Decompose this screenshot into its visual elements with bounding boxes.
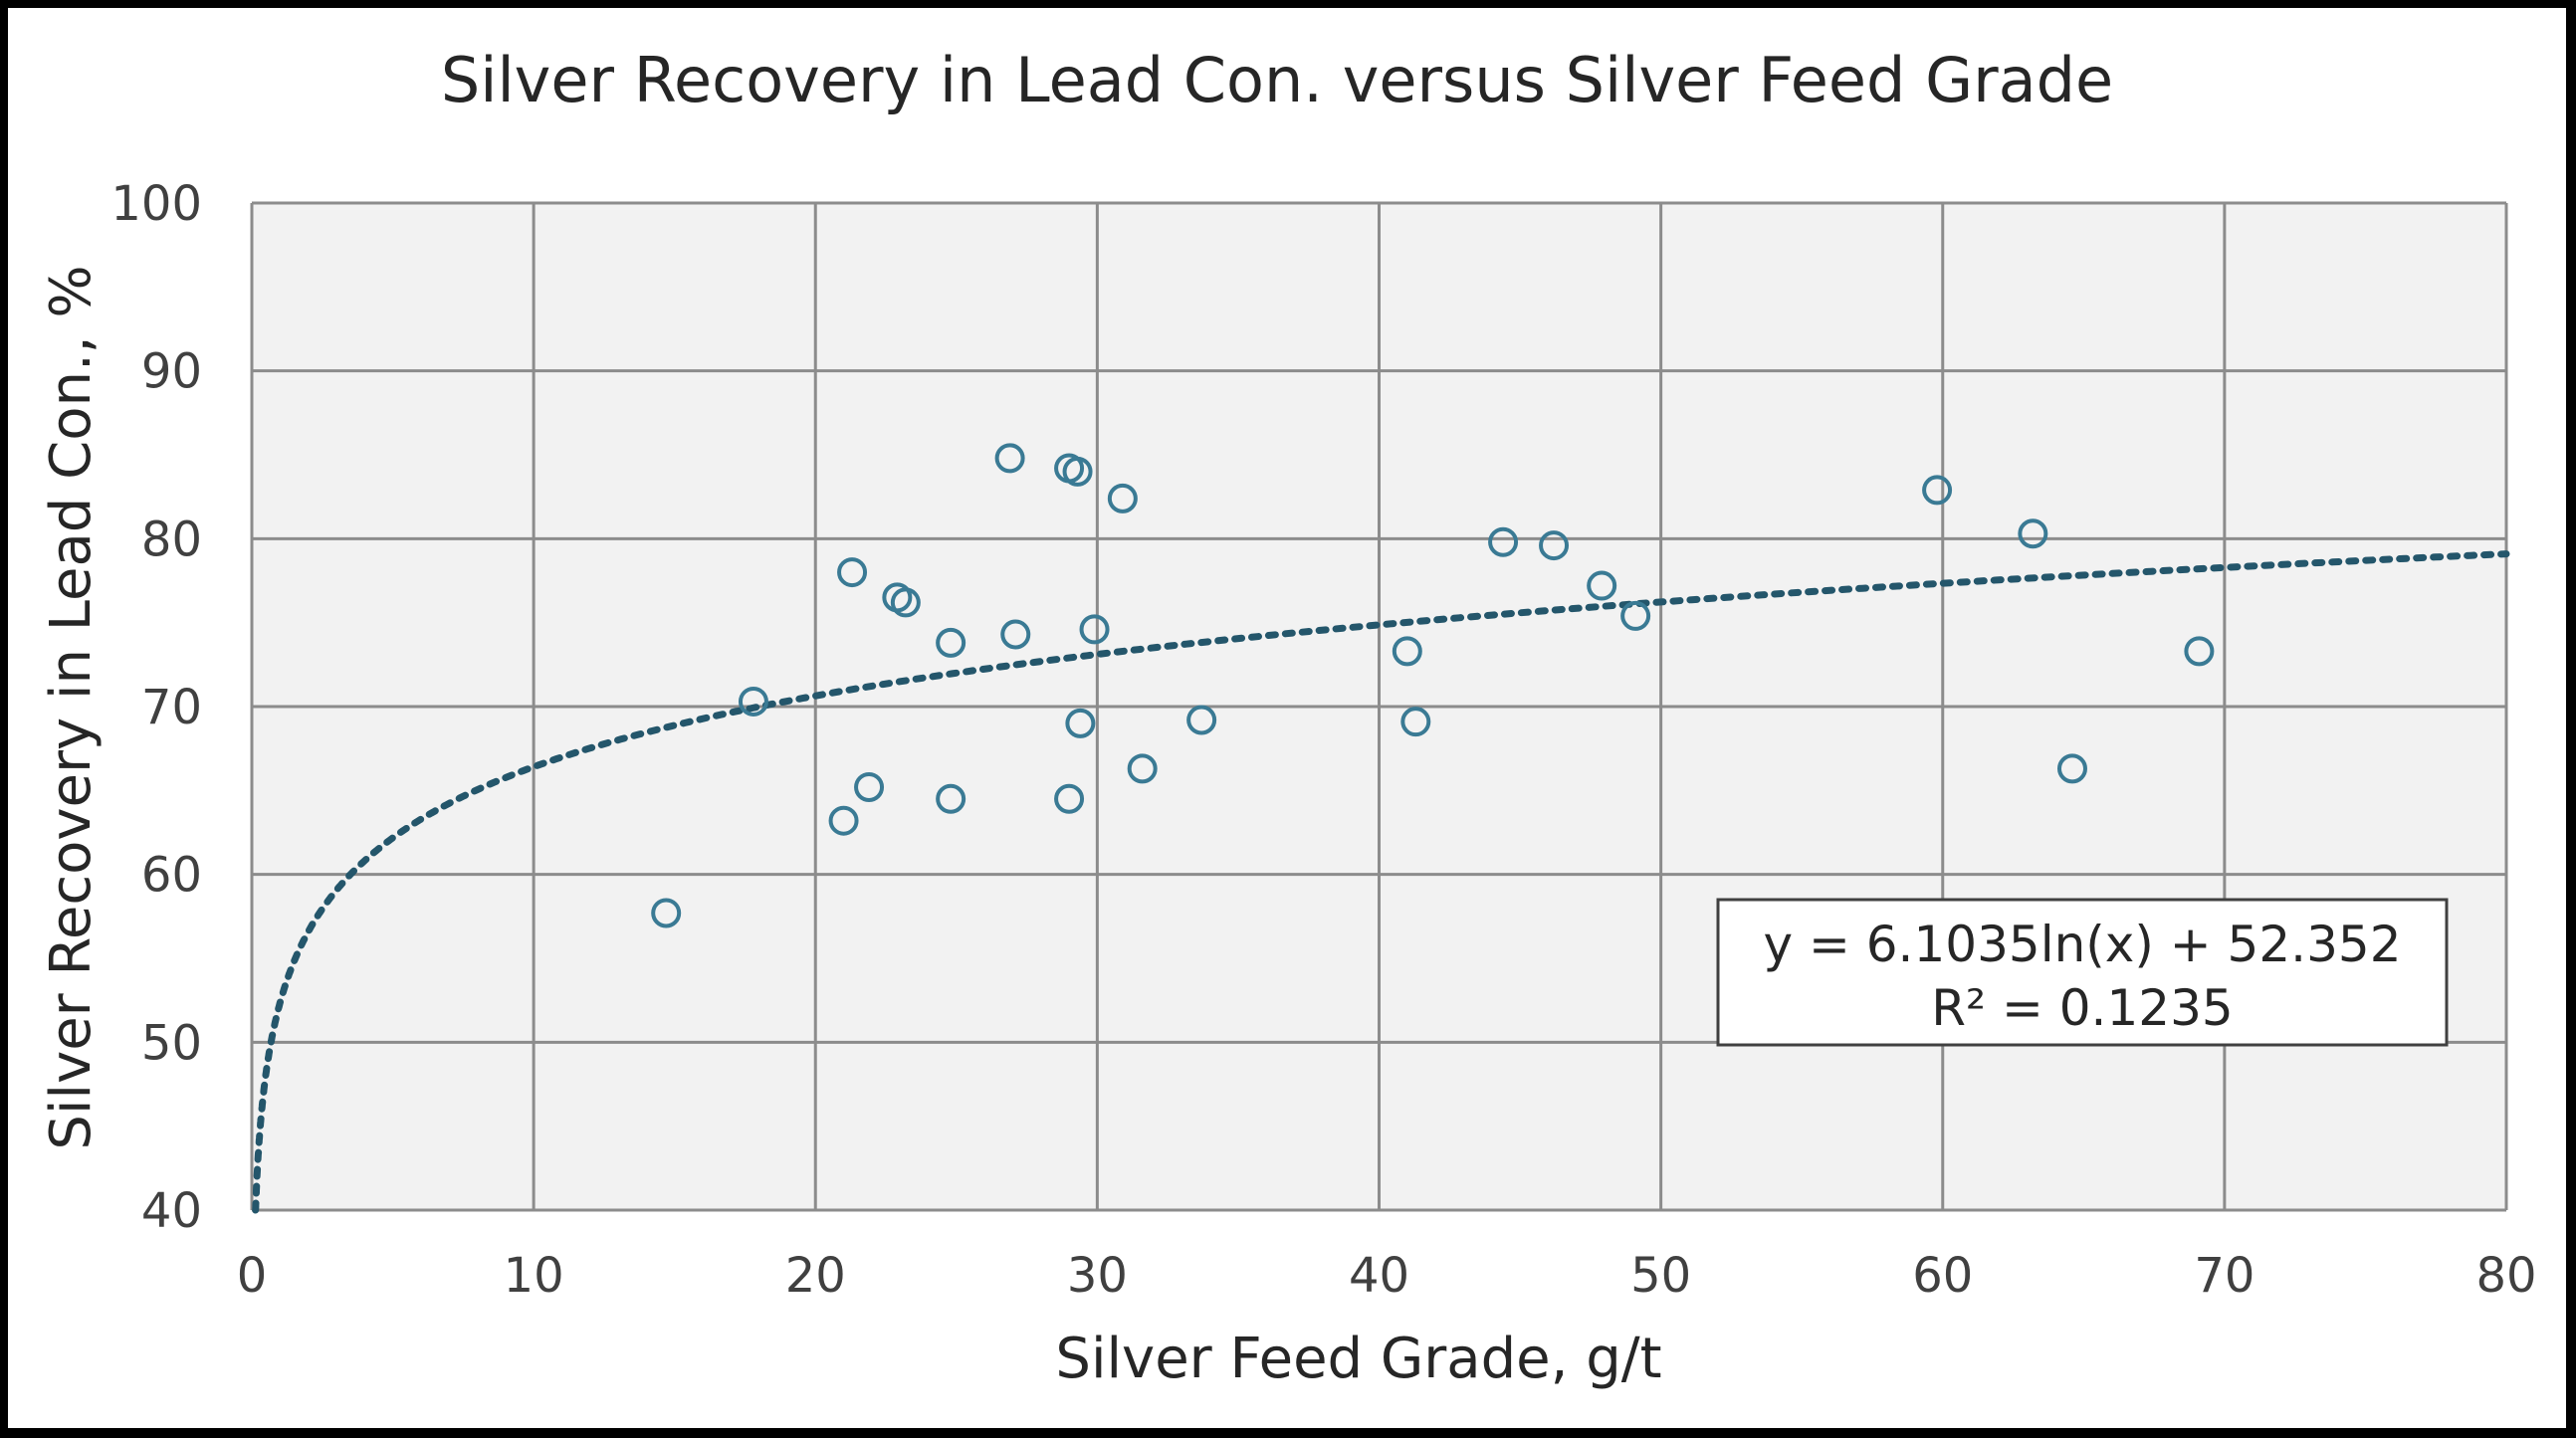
data-point [1488,526,1519,557]
data-point [837,557,868,588]
data-point [1539,530,1570,561]
x-axis-ticks: 0 10 20 30 40 50 60 70 80 [237,1248,2537,1304]
x-tick-label: 80 [2475,1248,2536,1304]
x-tick-label: 20 [785,1248,846,1304]
y-axis-title: Silver Recovery in Lead Con., % [39,265,104,1149]
x-axis-title: Silver Feed Grade, g/t [1055,1327,1661,1391]
x-tick-label: 50 [1630,1248,1691,1304]
data-point [2184,636,2215,667]
data-point [1107,483,1138,514]
x-tick-label: 60 [1912,1248,1973,1304]
y-tick-label: 60 [141,848,202,904]
scatter-chart: Silver Recovery in Lead Con. versus Silv… [39,44,2537,1391]
y-tick-label: 100 [110,176,202,232]
data-point [890,587,921,618]
trendline [252,550,2510,1214]
x-tick-label: 0 [237,1248,268,1304]
chart-title: Silver Recovery in Lead Con. versus Silv… [441,44,2113,116]
data-point [1922,475,1953,506]
x-tick-label: 70 [2194,1248,2254,1304]
data-point [2018,518,2048,549]
data-point [1587,570,1617,601]
data-point [1620,600,1651,631]
chart-frame: Silver Recovery in Lead Con. versus Silv… [8,8,2566,1428]
data-point [1079,614,1110,645]
data-point [854,771,885,802]
y-axis-ticks: 40 50 60 70 80 90 100 [110,176,202,1239]
x-tick-label: 40 [1349,1248,1409,1304]
y-tick-label: 40 [141,1183,202,1239]
y-tick-label: 50 [141,1015,202,1071]
data-point [651,898,682,928]
data-point [1065,708,1096,738]
data-point [1000,619,1031,650]
data-point [1392,636,1422,667]
data-point [1400,707,1431,737]
data-point [1054,783,1085,814]
x-tick-label: 30 [1067,1248,1128,1304]
data-point [1186,705,1217,735]
data-point [936,627,966,658]
data-point [2056,753,2087,784]
equation-box-frame [1716,898,2449,1047]
y-tick-label: 80 [141,512,202,567]
trendline-equation-box: y = 6.1035ln(x) + 52.352 R² = 0.1235 [1716,898,2449,1047]
y-tick-label: 90 [141,344,202,400]
data-point [1127,753,1158,784]
data-point [994,443,1025,474]
y-tick-label: 70 [141,680,202,735]
data-point [828,805,859,836]
data-point [738,686,768,717]
trendline-r-squared: R² = 0.1235 [1931,979,2233,1037]
data-points [651,443,2215,928]
data-point [936,783,966,814]
data-point [1062,456,1093,487]
trendline-equation: y = 6.1035ln(x) + 52.352 [1763,916,2401,973]
x-tick-label: 10 [504,1248,564,1304]
